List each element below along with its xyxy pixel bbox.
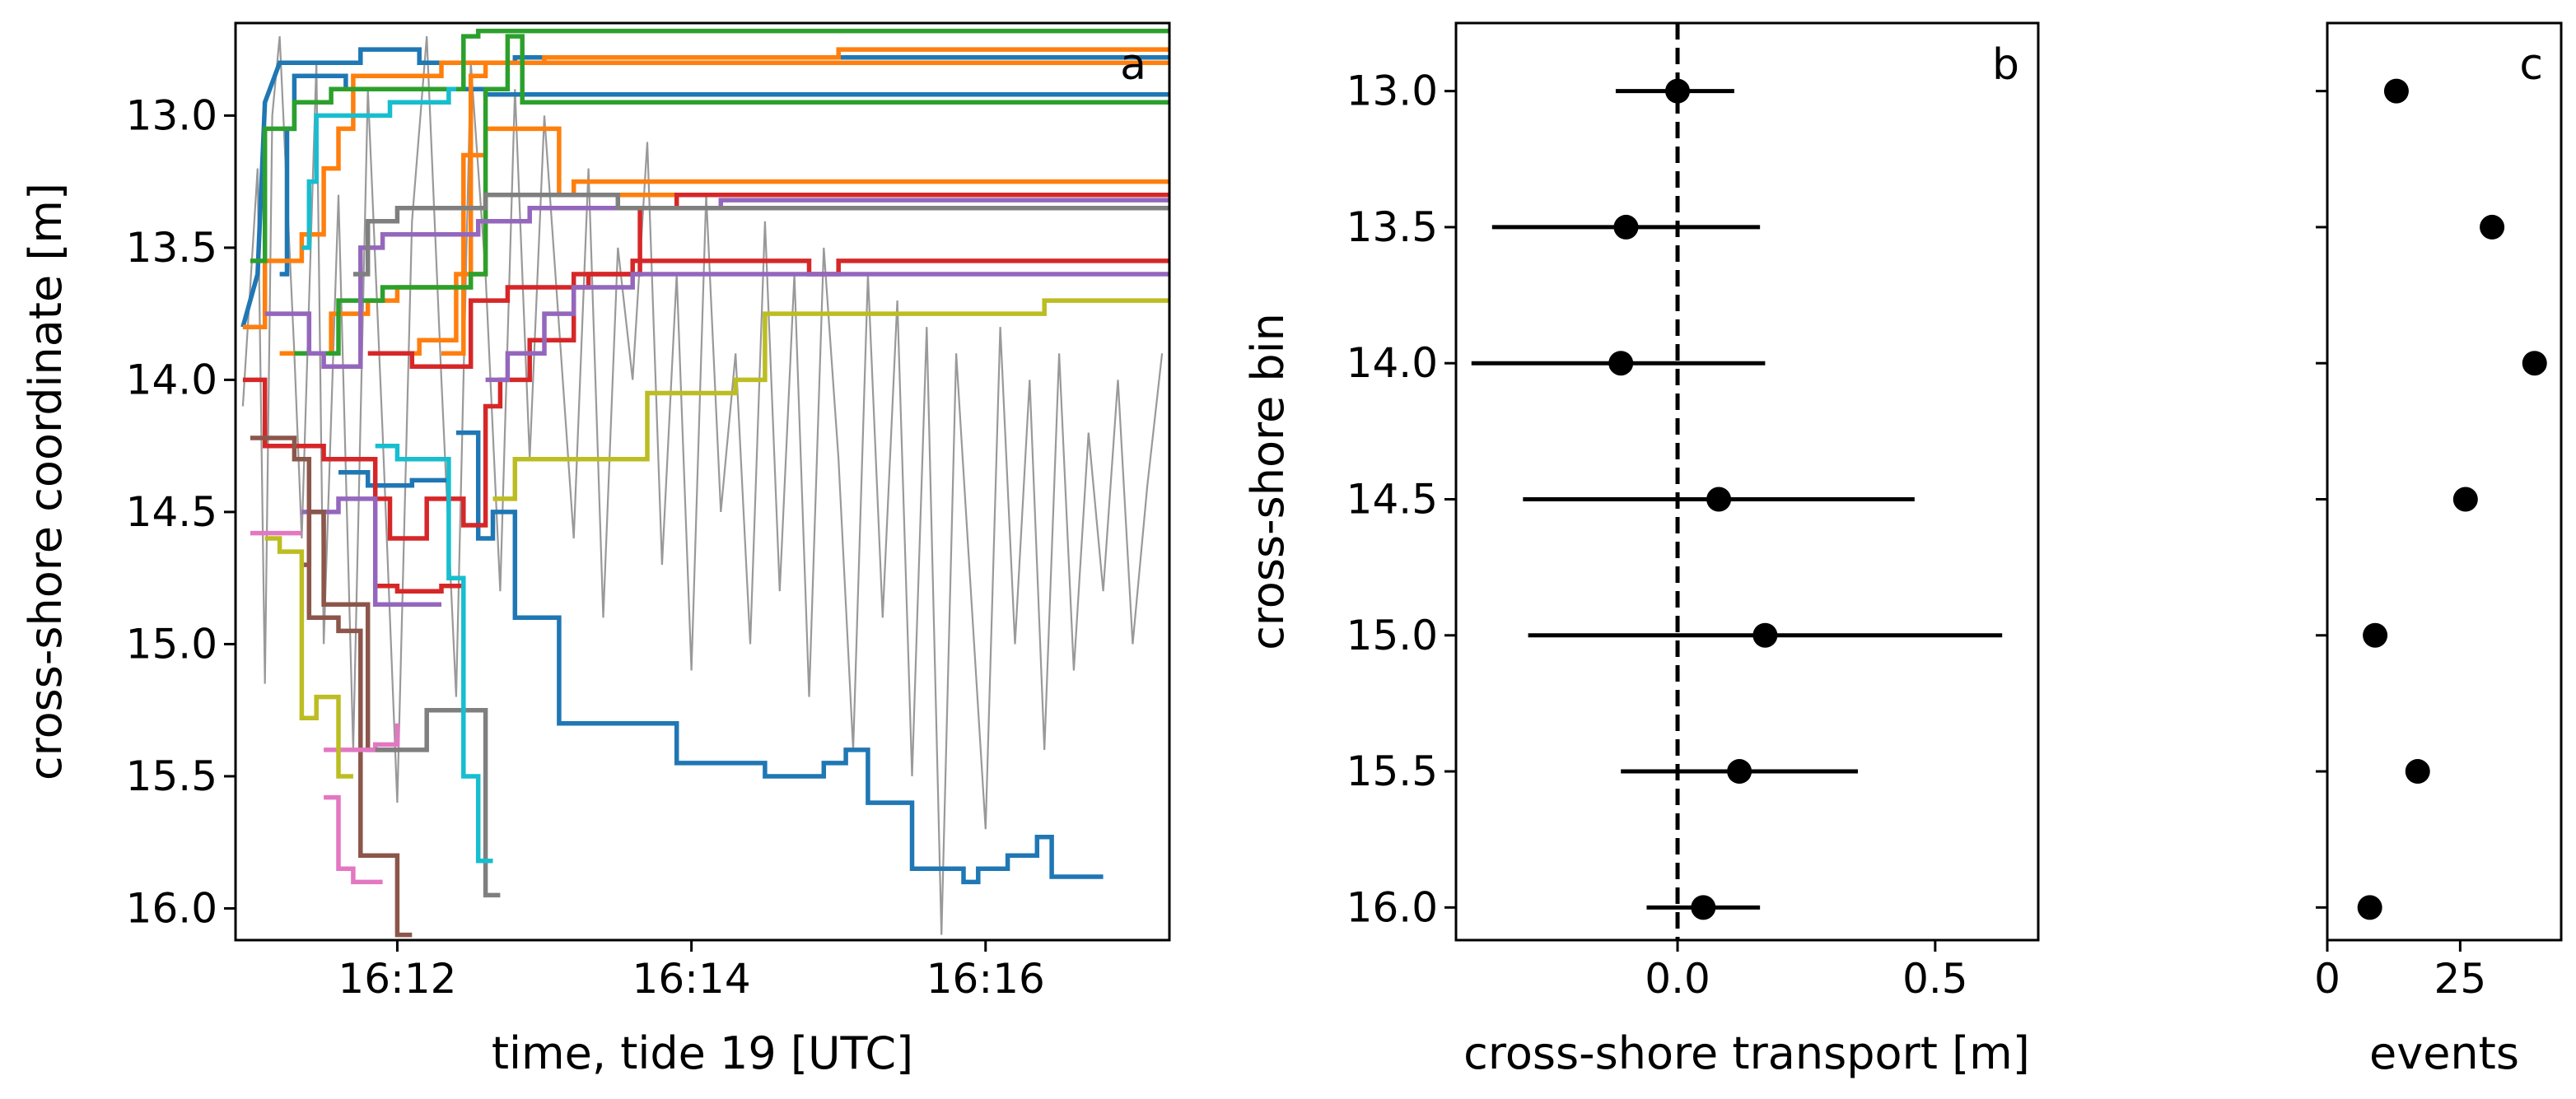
b-xtick-label: 0.0 [1645, 955, 1710, 1003]
panel-a: 13.0 13.5 14.0 14.5 15.0 15.5 16.0 16:12 16:14 1… [20, 21, 1171, 1079]
trajectory-line-14 [301, 496, 441, 608]
events-point-0 [2383, 78, 2409, 104]
trajectory-line-23 [264, 536, 353, 779]
panel-c-xlabel: events [2369, 1027, 2519, 1079]
transport-point-3 [1706, 487, 1732, 512]
panel-a-frame [234, 21, 1171, 942]
trajectory-line-3 [338, 470, 449, 488]
panel-a-letter: a [1120, 40, 1146, 90]
transport-point-6 [1691, 895, 1716, 920]
a-xtick-label: 16:14 [632, 955, 751, 1003]
a-ytick-label: 14.5 [126, 488, 217, 536]
trajectory-line-13 [264, 198, 1169, 370]
trajectory-line-22 [375, 707, 501, 898]
a-xtick-label: 16:16 [926, 955, 1045, 1003]
transport-point-1 [1613, 214, 1639, 240]
panel-b: 13.0 13.5 14.0 14.5 15.0 15.5 16.0 0.0 0.5 b cr… [1242, 21, 2040, 1079]
trajectory-line-16 [250, 435, 413, 938]
events-point-3 [2452, 487, 2478, 512]
background-trace [241, 35, 1164, 935]
b-ytick-label: 14.0 [1346, 339, 1438, 387]
panel-b-frame [1454, 21, 2040, 942]
b-ytick-label: 16.0 [1346, 883, 1438, 931]
trajectory-line-19 [324, 794, 383, 885]
a-ytick-label: 15.5 [126, 752, 217, 800]
panel-b-xlabel: cross-shore transport [m] [1463, 1027, 2030, 1079]
c-xtick-label: 25 [2434, 955, 2487, 1003]
trajectory-line-17 [301, 510, 398, 752]
b-ytick-label: 13.0 [1346, 68, 1438, 115]
b-ytick-label: 15.0 [1346, 612, 1438, 659]
transport-point-4 [1752, 622, 1778, 648]
c-xtick-label: 0 [2314, 955, 2340, 1003]
trajectory-line-7 [441, 126, 1169, 356]
events-point-4 [2363, 622, 2388, 648]
a-ytick-label: 13.5 [126, 224, 217, 272]
trajectory-line-20 [324, 723, 400, 752]
trajectory-line-5 [279, 60, 1169, 356]
b-ytick-label: 15.5 [1346, 747, 1438, 795]
trajectory-line-26 [375, 443, 493, 864]
a-ytick-label: 14.0 [126, 356, 217, 403]
events-point-1 [2480, 214, 2505, 240]
a-ytick-label: 16.0 [126, 884, 217, 932]
b-ytick-label: 13.5 [1346, 203, 1438, 251]
a-xtick-label: 16:12 [338, 955, 456, 1003]
trajectory-line-8 [250, 28, 1169, 263]
transport-point-0 [1665, 78, 1691, 104]
trajectory-line-9 [294, 34, 1169, 356]
transport-point-2 [1608, 351, 1634, 376]
events-point-5 [2405, 759, 2430, 785]
transport-point-5 [1727, 759, 1752, 785]
events-point-6 [2357, 895, 2382, 920]
a-ytick-label: 13.0 [126, 91, 217, 139]
panel-b-ylabel: cross-shore bin [1242, 313, 1294, 650]
trajectory-line-25 [301, 86, 456, 250]
trajectory-line-2 [279, 73, 1169, 277]
panel-b-letter: b [1992, 40, 2019, 90]
trajectory-line-1 [455, 430, 1104, 885]
panel-a-ylabel: cross-shore coordinate [m] [20, 183, 72, 780]
events-point-2 [2522, 351, 2547, 376]
trajectory-line-24 [492, 298, 1169, 501]
trajectory-line-15 [485, 272, 1169, 383]
trajectory-line-21 [352, 192, 1169, 277]
trajectory-line-4 [242, 47, 1169, 329]
panel-a-xlabel: time, tide 19 [UTC] [492, 1027, 913, 1079]
a-ytick-label: 15.0 [126, 620, 217, 668]
panel-c-frame [2326, 21, 2563, 942]
panel-c-letter: c [2519, 40, 2543, 90]
trajectory-line-11 [375, 584, 464, 594]
panel-c: 0 25 c events [2314, 21, 2563, 1079]
b-ytick-label: 14.5 [1346, 475, 1438, 523]
b-xtick-label: 0.5 [1902, 955, 1968, 1003]
